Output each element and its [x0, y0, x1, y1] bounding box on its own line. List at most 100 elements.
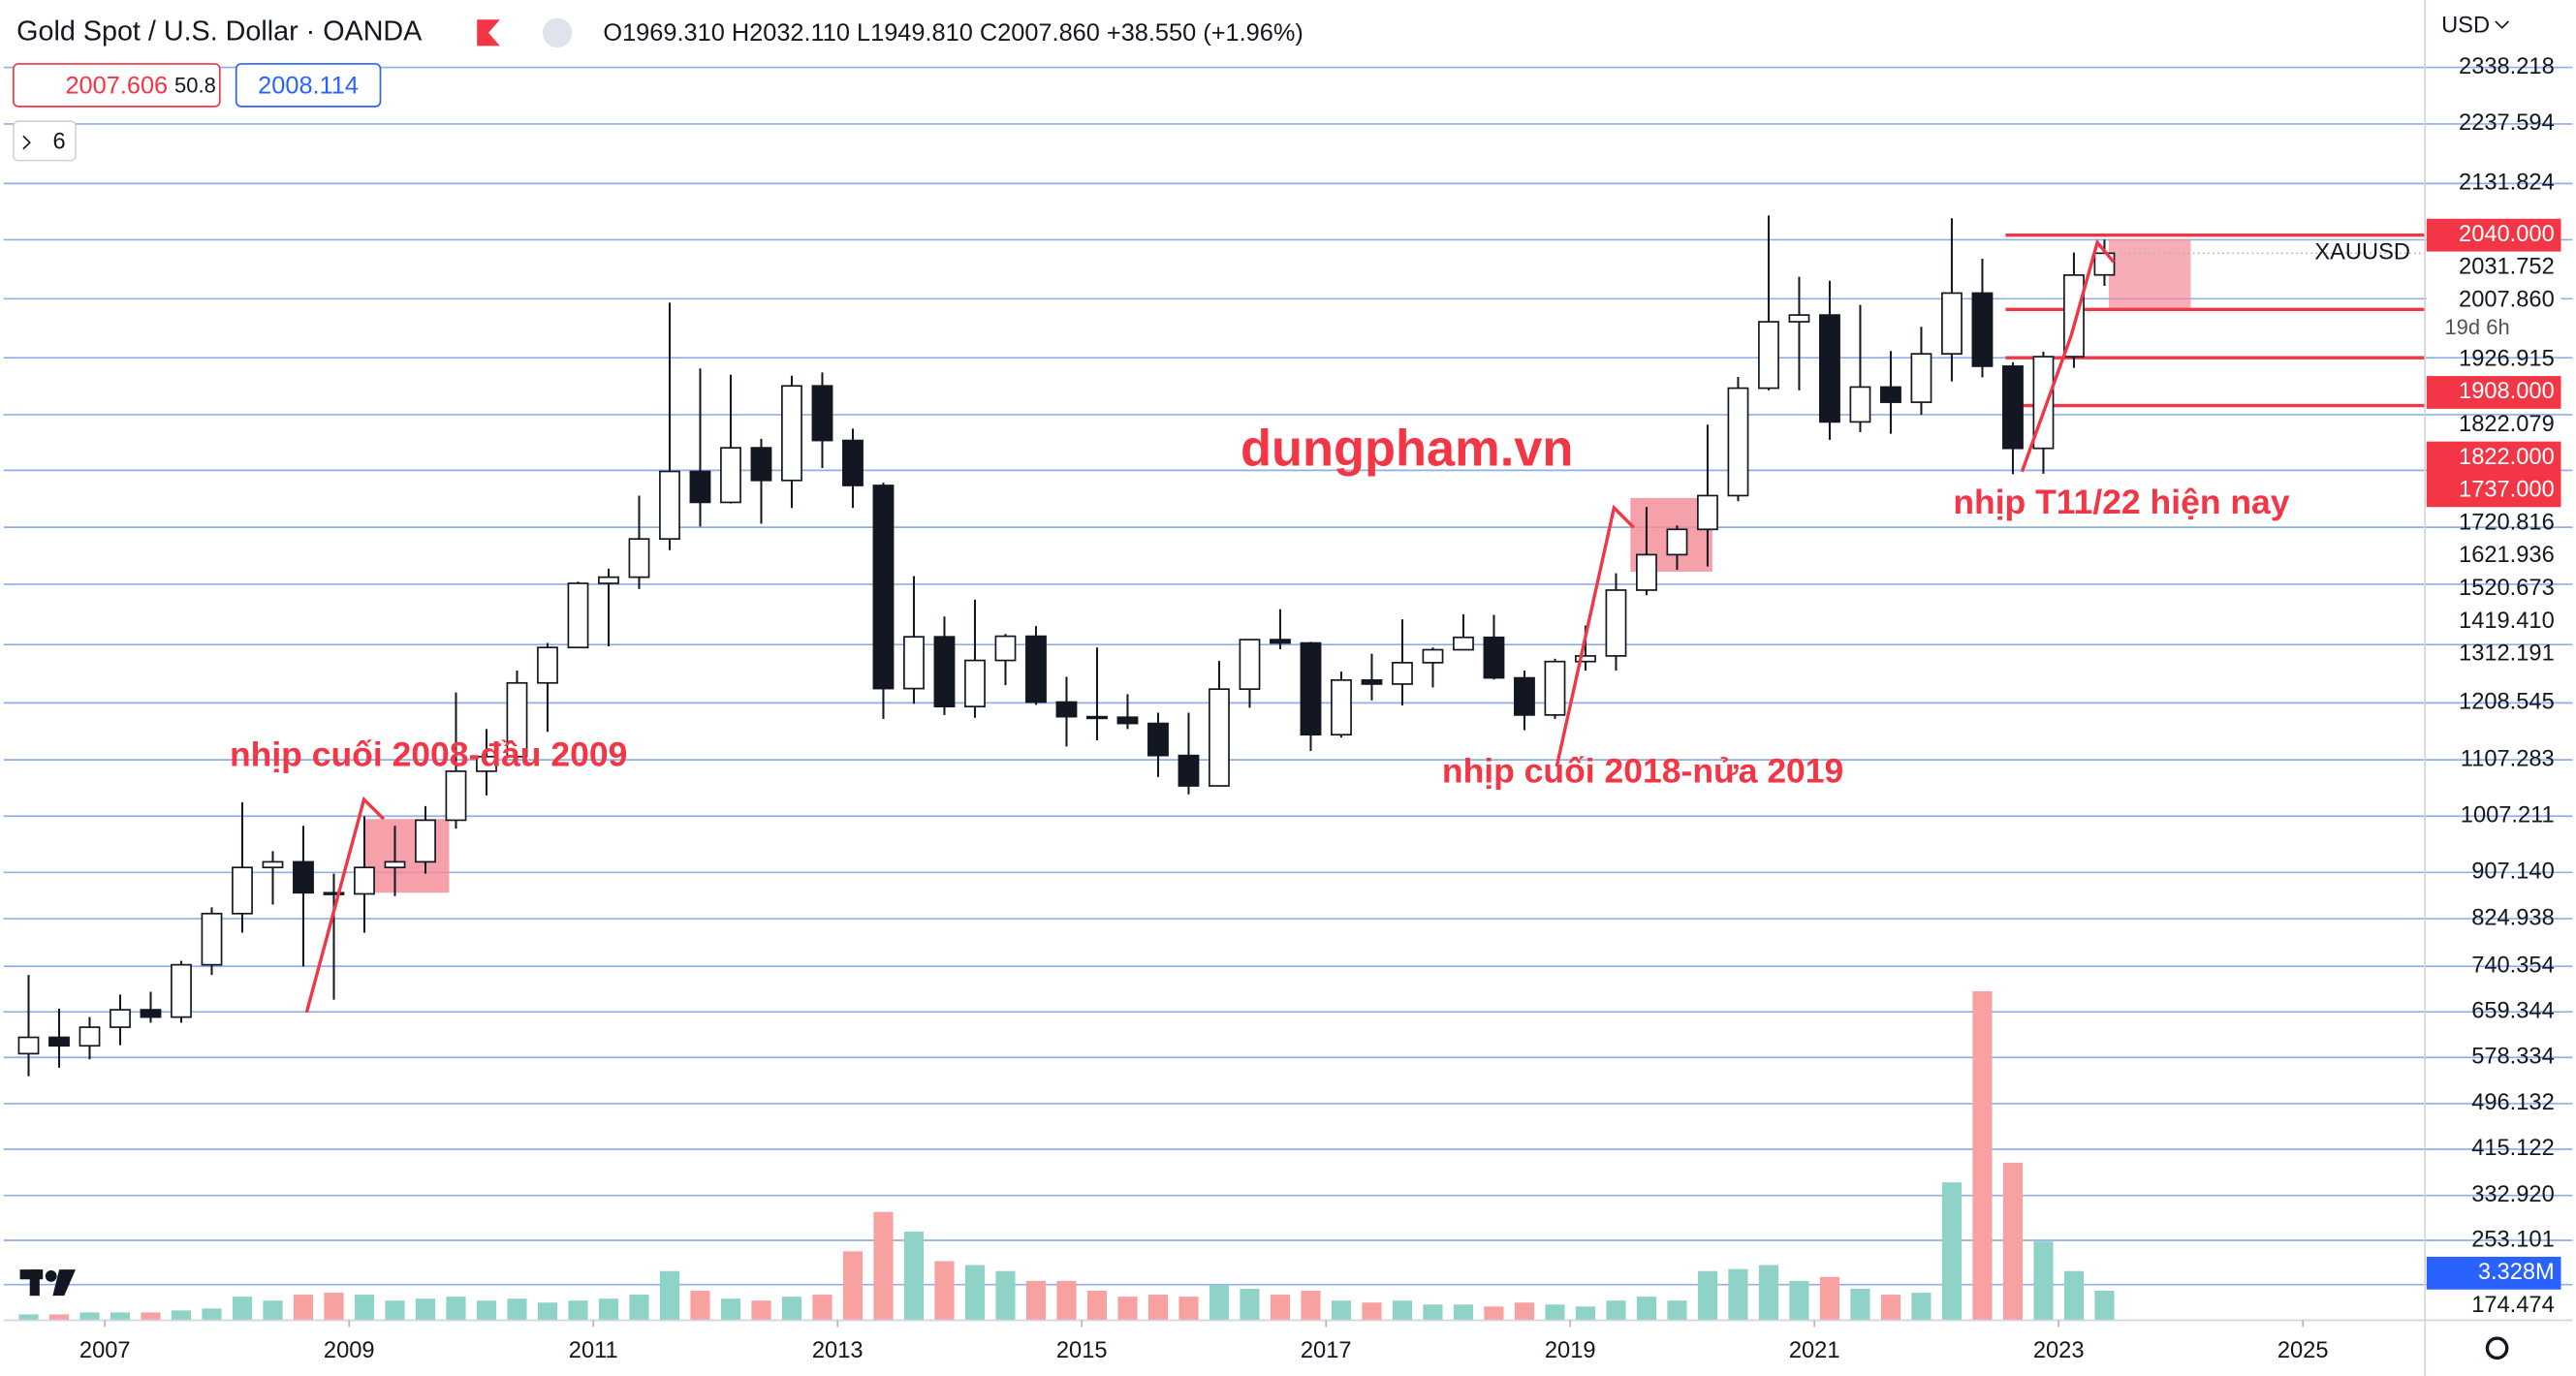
volume-bar: [1636, 1297, 1657, 1321]
volume-bar: [903, 1232, 925, 1321]
volume-bar: [629, 1295, 649, 1321]
chevron: [22, 135, 31, 150]
y-tick-label: 824.938: [2471, 905, 2555, 930]
volume-bar: [598, 1298, 619, 1321]
candle-body: [384, 860, 406, 869]
candle-body: [2093, 252, 2116, 276]
y-tick-label: 2237.594: [2459, 110, 2555, 136]
x-tick-label: 2021: [1789, 1338, 1840, 1363]
buy-button[interactable]: [235, 63, 382, 108]
settings-button[interactable]: [2485, 1336, 2509, 1360]
more-button[interactable]: [542, 17, 573, 48]
volume-bar: [110, 1312, 131, 1321]
zone: [2108, 238, 2191, 310]
candle-body: [17, 1036, 40, 1055]
indicator-toggle[interactable]: [12, 120, 77, 162]
last-price-bg: [2426, 284, 2561, 344]
candle-body: [811, 385, 833, 442]
x-tick-label: 2007: [79, 1338, 131, 1363]
volume-bar: [720, 1298, 741, 1321]
y-tick-label: 1926.915: [2459, 346, 2555, 371]
chevron: [2495, 20, 2510, 29]
candle-body: [1086, 715, 1108, 720]
last-price: 2007.860: [2459, 288, 2555, 313]
candle-body: [1483, 636, 1505, 679]
currency[interactable]: USD: [2441, 13, 2490, 38]
candle-body: [1697, 494, 1718, 531]
candle-body: [2002, 365, 2024, 450]
x-tick-label: 2015: [1056, 1338, 1108, 1363]
y-tick-label: 174.474: [2471, 1293, 2555, 1318]
candle-body: [1971, 292, 1994, 367]
y-tick-label: 1312.191: [2459, 641, 2555, 667]
volume-bar: [2063, 1270, 2085, 1321]
level-label: 1822.000: [2459, 445, 2555, 470]
candle-body: [1361, 679, 1383, 685]
volume-bar: [1147, 1295, 1169, 1321]
volume-bar: [1270, 1295, 1291, 1321]
sell-button[interactable]: [12, 63, 221, 108]
candle-body: [1819, 314, 1840, 423]
bid-price[interactable]: 2007.606: [65, 72, 168, 99]
x-tick-label: 2017: [1301, 1338, 1352, 1363]
logo-part: [45, 1269, 57, 1282]
volume-bar: [873, 1211, 894, 1321]
level-label-bg: [2426, 474, 2561, 508]
candle-body: [1575, 655, 1596, 663]
y-tick-label: 1520.673: [2459, 576, 2555, 601]
candle-body: [720, 447, 741, 504]
y-tick-label: 2131.824: [2459, 171, 2555, 196]
header: Gold Spot / U.S. Dollar · OANDA O1969.31…: [3, 0, 1446, 162]
level-label: 1737.000: [2459, 478, 2555, 503]
level-label-bg: [2426, 218, 2561, 252]
volume-bar: [1331, 1300, 1352, 1321]
volume-bar: [415, 1298, 436, 1321]
volume-bar: [537, 1302, 558, 1321]
candle-body: [1392, 662, 1413, 685]
y-tick-label: 1007.211: [2461, 802, 2555, 828]
volume-bar: [354, 1295, 375, 1321]
time-axis: 2007 2009 2011 2013 2015 2017 2019 2021 2023 2025: [79, 1320, 2329, 1363]
candle-body: [1880, 386, 1901, 403]
candle-body: [293, 860, 314, 894]
y-tick-label: 578.334: [2471, 1044, 2555, 1069]
candle-body: [140, 1009, 162, 1018]
candle-body: [1055, 701, 1078, 718]
volume-bar: [995, 1270, 1016, 1321]
candle-body: [964, 659, 986, 708]
logo: [19, 1269, 77, 1297]
volume-bar: [1025, 1280, 1047, 1321]
level-label-bg: [2426, 376, 2561, 409]
candle-body: [598, 576, 619, 584]
watermark: dungpham.vn: [1241, 421, 1573, 477]
candle-body: [445, 770, 467, 822]
volume-bar: [293, 1295, 314, 1321]
ask-price[interactable]: 2008.114: [258, 72, 359, 99]
volume-bar: [1240, 1288, 1260, 1321]
candle-body: [1788, 314, 1810, 323]
volume-bar: [1301, 1291, 1321, 1321]
candle-body: [689, 470, 711, 504]
candle-body: [628, 538, 650, 579]
volume-bar: [1362, 1302, 1382, 1321]
volume-label-bg: [2426, 1256, 2561, 1290]
background: [3, 0, 2573, 1376]
candle-body: [1910, 353, 1932, 403]
grid: [3, 66, 2573, 1286]
arrows: [304, 238, 2116, 1014]
volume-bar: [1484, 1306, 1504, 1321]
volume-bar: [568, 1300, 588, 1321]
volume-bar: [1789, 1280, 1809, 1321]
candle-body: [903, 636, 925, 690]
volume-bar: [1545, 1304, 1565, 1321]
candle-body: [1147, 722, 1169, 757]
candle-body: [1849, 386, 1871, 423]
candle-body: [1422, 648, 1444, 664]
candle-body: [1514, 676, 1535, 716]
volume-bar: [171, 1310, 192, 1321]
volume-bar: [141, 1312, 161, 1321]
volume-bar: [1941, 1182, 1963, 1321]
volume-bar: [1056, 1280, 1077, 1321]
volume-bar: [1728, 1268, 1748, 1321]
